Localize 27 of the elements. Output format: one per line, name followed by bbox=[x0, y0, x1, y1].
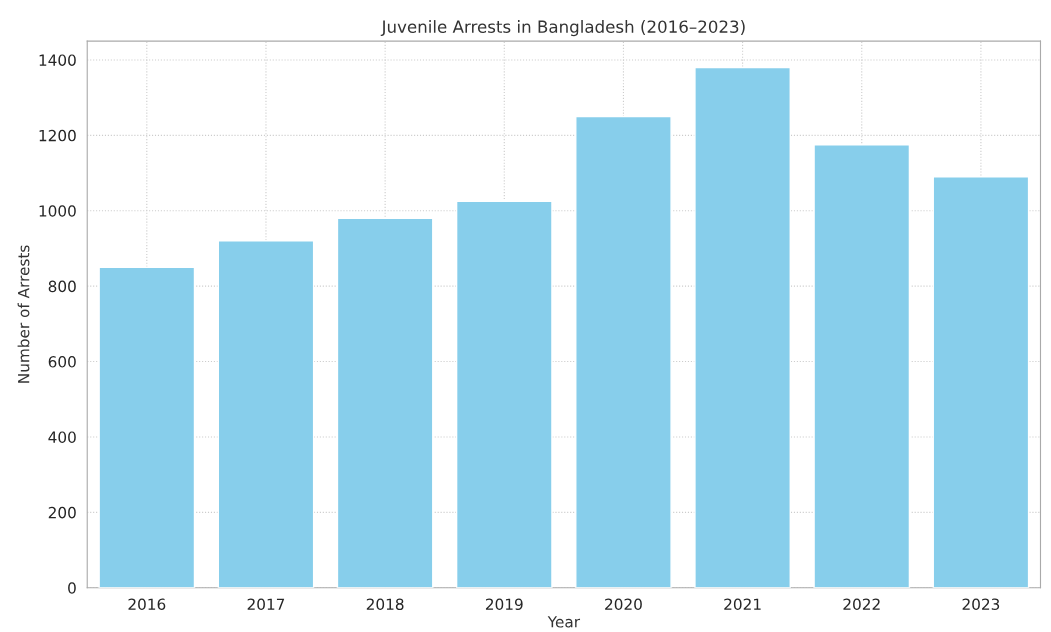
x-axis-title: Year bbox=[547, 616, 581, 628]
x-tick-label: 2023 bbox=[962, 598, 1000, 610]
x-tick-label: 2022 bbox=[843, 598, 880, 610]
x-tick-label: 2019 bbox=[485, 598, 523, 610]
y-tick-label: 1000 bbox=[39, 205, 76, 217]
y-tick-label: 400 bbox=[48, 431, 76, 443]
y-tick-label: 200 bbox=[48, 506, 76, 519]
x-tick-label: 2016 bbox=[128, 598, 166, 610]
chart-title: Juvenile Arrests in Bangladesh (2016–2023) bbox=[380, 20, 745, 37]
x-tick-label: 2017 bbox=[247, 598, 285, 610]
bar bbox=[575, 115, 672, 588]
y-tick-label: 1200 bbox=[39, 129, 76, 142]
bar bbox=[455, 200, 553, 588]
bar bbox=[217, 240, 315, 588]
bar bbox=[336, 217, 434, 588]
bar bbox=[694, 66, 791, 588]
y-tick-label: 600 bbox=[48, 356, 76, 368]
y-tick-label: 1400 bbox=[39, 54, 76, 66]
x-tick-label: 2018 bbox=[366, 598, 404, 610]
bar bbox=[98, 266, 196, 588]
y-tick-label: 800 bbox=[48, 280, 76, 293]
x-tick-label: 2021 bbox=[724, 598, 761, 610]
x-tick-label: 2020 bbox=[605, 598, 642, 610]
y-axis-title: Number of Arrests bbox=[17, 245, 30, 383]
y-tick-label: 0 bbox=[68, 582, 76, 594]
bar bbox=[932, 176, 1030, 588]
bar bbox=[813, 144, 911, 588]
